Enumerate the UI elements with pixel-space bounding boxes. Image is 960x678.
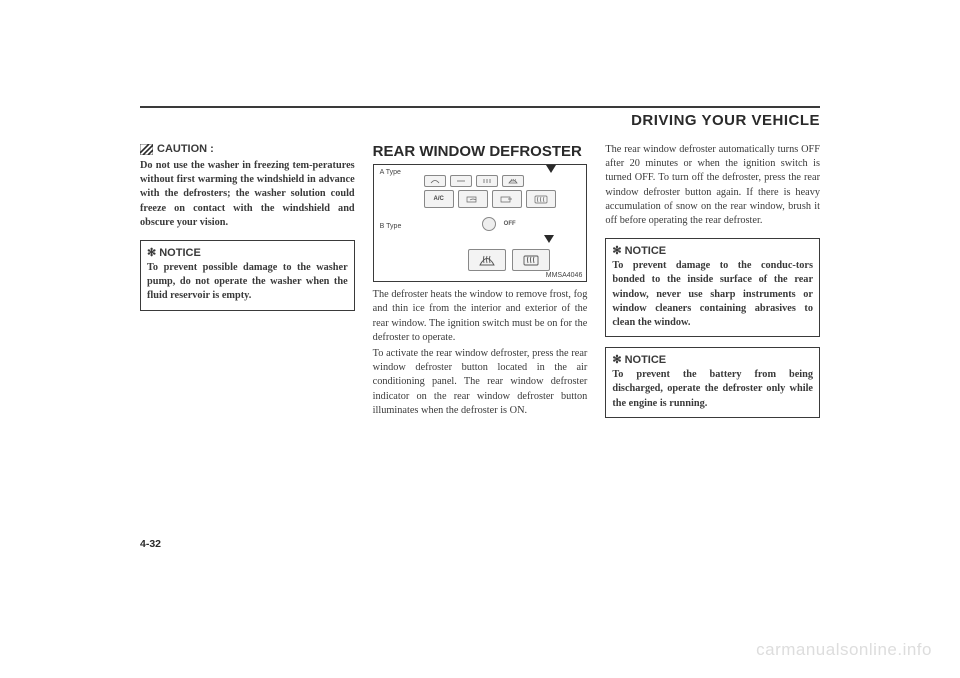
notice-icon: ✻ bbox=[612, 354, 621, 366]
caution-heading: CAUTION : bbox=[140, 143, 355, 155]
notice-box-battery: ✻ NOTICE To prevent the battery from bein… bbox=[605, 347, 820, 418]
notice-label: NOTICE bbox=[159, 247, 201, 259]
ac-button: A/C bbox=[424, 190, 454, 208]
notice-body: To prevent the battery from being discha… bbox=[612, 368, 813, 411]
notice-box-abrasives: ✻ NOTICE To prevent damage to the conduc-… bbox=[605, 238, 820, 337]
rear-defrost-icon bbox=[522, 254, 540, 266]
vent-icon bbox=[482, 178, 492, 184]
notice-heading: ✻ NOTICE bbox=[612, 353, 813, 366]
notice-heading: ✻NOTICE bbox=[147, 246, 348, 259]
body-paragraph: The rear window defroster automatically … bbox=[605, 143, 820, 228]
column-2: REAR WINDOW DEFROSTER A Type B Type MMSA… bbox=[373, 143, 588, 418]
fresh-icon bbox=[500, 195, 514, 203]
figure-label-a: A Type bbox=[380, 169, 401, 176]
manual-page: DRIVING YOUR VEHICLE CAUTION : Do not us… bbox=[140, 106, 820, 418]
notice-label: NOTICE bbox=[625, 245, 667, 257]
notice-icon: ✻ bbox=[612, 245, 621, 257]
rear-defrost-button-b bbox=[512, 249, 550, 271]
hvac-button bbox=[476, 175, 498, 187]
notice-icon: ✻ bbox=[147, 247, 156, 259]
panel-a: A/C bbox=[424, 175, 564, 213]
front-defrost-button-b bbox=[468, 249, 506, 271]
body-paragraph: The defroster heats the window to remove… bbox=[373, 288, 588, 345]
front-defrost-icon bbox=[478, 254, 496, 266]
hvac-button bbox=[450, 175, 472, 187]
hvac-button bbox=[502, 175, 524, 187]
arrow-icon bbox=[546, 165, 556, 173]
header-rule bbox=[140, 106, 820, 108]
section-heading: REAR WINDOW DEFROSTER bbox=[373, 143, 588, 160]
hvac-button bbox=[424, 175, 446, 187]
notice-label: NOTICE bbox=[625, 354, 667, 366]
notice-heading: ✻ NOTICE bbox=[612, 244, 813, 257]
caution-stripe-icon bbox=[140, 144, 153, 155]
vent-icon bbox=[456, 178, 466, 184]
watermark: carmanualsonline.info bbox=[756, 640, 932, 660]
chapter-title: DRIVING YOUR VEHICLE bbox=[140, 112, 820, 129]
rear-defrost-button-a bbox=[526, 190, 556, 208]
fresh-air-button bbox=[492, 190, 522, 208]
column-3: The rear window defroster automatically … bbox=[605, 143, 820, 418]
caution-label: CAUTION : bbox=[157, 143, 214, 155]
page-number: 4-32 bbox=[140, 538, 161, 550]
rear-defrost-icon bbox=[534, 195, 548, 204]
off-label: OFF bbox=[504, 221, 516, 227]
notice-box-washer: ✻NOTICE To prevent possible damage to th… bbox=[140, 240, 355, 311]
defrost-icon bbox=[508, 178, 518, 184]
vent-icon bbox=[430, 178, 440, 184]
content-columns: CAUTION : Do not use the washer in freez… bbox=[140, 143, 820, 418]
recirc-icon bbox=[466, 195, 480, 203]
arrow-icon bbox=[544, 235, 554, 243]
defroster-figure: A Type B Type MMSA4046 A/C bbox=[373, 164, 588, 282]
notice-body: To prevent possible damage to the washer… bbox=[147, 261, 348, 304]
column-1: CAUTION : Do not use the washer in freez… bbox=[140, 143, 355, 418]
notice-body: To prevent damage to the conduc-tors bon… bbox=[612, 259, 813, 330]
recirc-button bbox=[458, 190, 488, 208]
body-paragraph: To activate the rear window defroster, p… bbox=[373, 347, 588, 418]
figure-label-b: B Type bbox=[380, 223, 402, 230]
control-knob bbox=[482, 217, 496, 231]
caution-body: Do not use the washer in freezing tem-pe… bbox=[140, 159, 355, 230]
